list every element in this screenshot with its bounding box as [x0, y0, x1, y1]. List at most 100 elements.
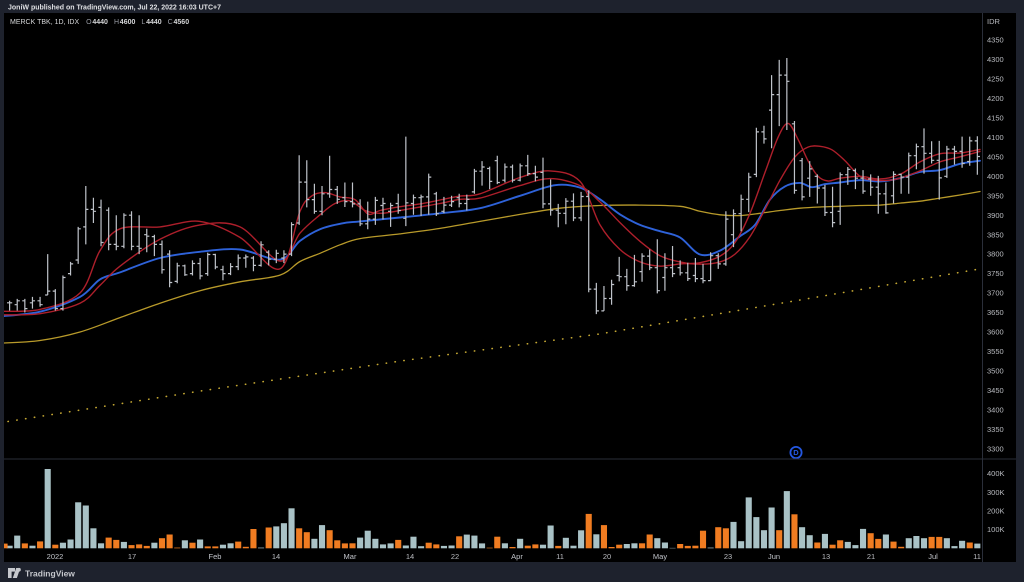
- volume-bar[interactable]: [768, 507, 775, 549]
- volume-bar[interactable]: [242, 546, 249, 549]
- ohlc-bar[interactable]: [936, 140, 942, 200]
- ohlc-bar[interactable]: [761, 125, 767, 144]
- volume-bar[interactable]: [151, 542, 158, 549]
- dividend-marker[interactable]: D: [789, 445, 803, 459]
- ohlc-bar[interactable]: [128, 211, 135, 251]
- ohlc-bar[interactable]: [197, 258, 203, 280]
- volume-bar[interactable]: [913, 536, 920, 549]
- ohlc-bar[interactable]: [83, 186, 89, 245]
- legend-symbol[interactable]: MERCK TBK, 1D, IDX: [10, 19, 79, 26]
- volume-bar[interactable]: [44, 469, 51, 549]
- volume-bar[interactable]: [174, 547, 181, 549]
- ohlc-bar[interactable]: [151, 234, 157, 257]
- volume-bar[interactable]: [905, 538, 912, 549]
- volume-bar[interactable]: [303, 532, 310, 549]
- volume-bar[interactable]: [966, 542, 973, 549]
- volume-bar[interactable]: [539, 544, 547, 549]
- volume-bar[interactable]: [844, 541, 851, 549]
- ohlc-bar[interactable]: [685, 262, 691, 281]
- volume-bar[interactable]: [136, 544, 143, 549]
- volume-bar[interactable]: [745, 497, 752, 549]
- volume-bar[interactable]: [829, 544, 836, 549]
- ohlc-bar[interactable]: [807, 161, 813, 197]
- price-axis[interactable]: IDR 4350 4300 4250 4200 4150 4100 4050 4000 3950…: [987, 17, 1004, 453]
- ohlc-bar[interactable]: [174, 262, 180, 284]
- volume-bar[interactable]: [867, 533, 874, 549]
- volume-bar[interactable]: [318, 525, 326, 549]
- volume-bar[interactable]: [730, 521, 737, 549]
- ohlc-bar[interactable]: [29, 296, 36, 309]
- ohlc-bar[interactable]: [494, 155, 500, 185]
- volume-bar[interactable]: [471, 535, 478, 549]
- volume-bar[interactable]: [379, 544, 387, 549]
- volume-bar[interactable]: [6, 545, 13, 549]
- ohlc-bar[interactable]: [814, 174, 820, 204]
- ohlc-bar[interactable]: [540, 157, 546, 209]
- ohlc-bar[interactable]: [205, 252, 211, 276]
- volume-bar[interactable]: [166, 534, 173, 549]
- time-axis[interactable]: 2022 17 Feb 14 Mar 14 22 Apr 11 20 May 23 Jun 13 21 Jul…: [47, 552, 981, 561]
- volume-bar[interactable]: [280, 523, 287, 549]
- volume-bar[interactable]: [463, 534, 470, 549]
- ohlc-bar[interactable]: [410, 194, 417, 215]
- ohlc-bar[interactable]: [829, 186, 836, 228]
- ohlc-bar[interactable]: [799, 158, 805, 201]
- ohlc-bar[interactable]: [418, 194, 424, 216]
- ohlc-bar[interactable]: [250, 256, 257, 272]
- ohlc-bar[interactable]: [67, 261, 74, 276]
- ohlc-bar[interactable]: [532, 165, 538, 182]
- volume-bar[interactable]: [128, 545, 135, 549]
- ohlc-bar[interactable]: [753, 127, 759, 178]
- ohlc-bar[interactable]: [456, 193, 462, 208]
- ma-yellow-line[interactable]: [0, 190, 981, 344]
- volume-bar[interactable]: [440, 545, 447, 549]
- ohlc-bar[interactable]: [548, 179, 554, 216]
- volume-bar[interactable]: [21, 543, 28, 549]
- volume-bar[interactable]: [791, 514, 798, 549]
- volume-bar[interactable]: [517, 538, 524, 549]
- volume-bar[interactable]: [722, 528, 729, 549]
- ohlc-bar[interactable]: [106, 207, 112, 251]
- volume-bar[interactable]: [639, 543, 646, 549]
- ohlc-bar[interactable]: [906, 152, 912, 194]
- ohlc-bar[interactable]: [586, 190, 592, 293]
- volume-bar[interactable]: [258, 547, 265, 549]
- volume-bar[interactable]: [494, 536, 501, 549]
- ohlc-bar[interactable]: [852, 168, 859, 190]
- ohlc-bar[interactable]: [692, 258, 698, 283]
- ohlc-bar[interactable]: [967, 136, 973, 166]
- ohlc-bar[interactable]: [563, 198, 569, 225]
- ohlc-bar[interactable]: [654, 239, 660, 294]
- ohlc-bar[interactable]: [890, 171, 897, 204]
- ohlc-bar[interactable]: [212, 253, 218, 270]
- ohlc-bar[interactable]: [509, 164, 516, 183]
- volume-bar[interactable]: [699, 530, 707, 549]
- ohlc-bar[interactable]: [288, 222, 295, 257]
- ohlc-bar[interactable]: [791, 121, 798, 194]
- ohlc-bar[interactable]: [7, 300, 13, 311]
- ohlc-bar[interactable]: [974, 136, 980, 175]
- ohlc-bar[interactable]: [441, 196, 447, 214]
- ohlc-bar[interactable]: [98, 199, 104, 247]
- volume-bar[interactable]: [959, 540, 966, 549]
- ohlc-bar[interactable]: [822, 184, 828, 216]
- ohlc-bar[interactable]: [784, 58, 790, 130]
- volume-bar[interactable]: [273, 526, 280, 549]
- ohlc-bar[interactable]: [555, 203, 561, 228]
- volume-bar[interactable]: [410, 536, 417, 549]
- ohlc-bar[interactable]: [235, 254, 241, 271]
- ohlc-bar[interactable]: [715, 253, 721, 269]
- ohlc-bar[interactable]: [845, 167, 851, 185]
- volume-bar[interactable]: [547, 525, 554, 549]
- ohlc-bar[interactable]: [723, 211, 729, 266]
- ohlc-bar[interactable]: [327, 155, 333, 198]
- volume-bar[interactable]: [212, 546, 219, 549]
- ohlc-bar[interactable]: [113, 215, 119, 251]
- ohlc-bar[interactable]: [448, 195, 455, 207]
- volume-bar[interactable]: [882, 534, 889, 549]
- volume-bar[interactable]: [288, 508, 295, 549]
- volume-bar[interactable]: [364, 530, 371, 549]
- volume-bar[interactable]: [943, 538, 950, 549]
- ohlc-bar[interactable]: [746, 172, 752, 213]
- ohlc-bar[interactable]: [403, 136, 409, 227]
